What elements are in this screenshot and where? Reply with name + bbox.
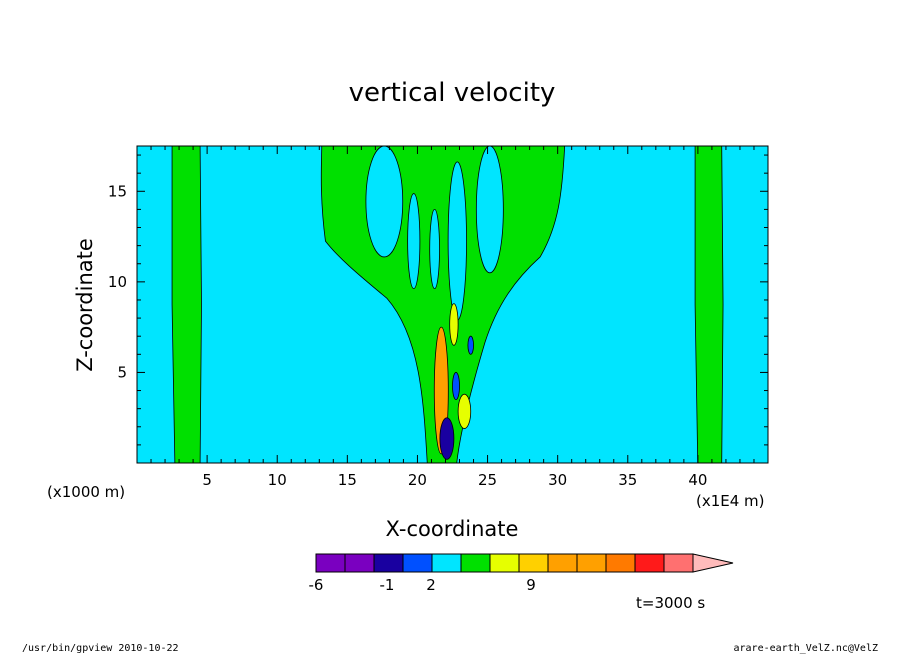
- x-tick-label: 25: [478, 471, 497, 489]
- y-tick-label: 10: [108, 273, 127, 291]
- colorbar-labels: -6 -1 2 9: [309, 576, 536, 594]
- x-scale-note: (x1E4 m): [696, 492, 765, 510]
- colorbar: [315, 553, 734, 573]
- x-tick-label: 30: [548, 471, 567, 489]
- footer-source: arare-earth_VelZ.nc@VelZ: [734, 643, 879, 654]
- plume-inner-lobe: [429, 208, 440, 290]
- colorbar-swatch: [518, 553, 549, 573]
- x-tick-label: 5: [202, 471, 212, 489]
- colorbar-swatch: [692, 553, 734, 573]
- footer-program: /usr/bin/gpview 2010-10-22: [22, 643, 179, 654]
- colorbar-swatch: [634, 553, 665, 573]
- colorbar-tick-label: 2: [426, 576, 436, 594]
- x-tick-label: 20: [408, 471, 427, 489]
- plume-inner-lobe: [365, 146, 404, 258]
- plot-frame: [136, 145, 769, 464]
- time-label: t=3000 s: [636, 594, 705, 612]
- colorbar-swatch: [315, 553, 346, 573]
- contour-fills: [171, 146, 724, 463]
- updraft-cells: [433, 303, 474, 460]
- colorbar-swatch: [344, 553, 375, 573]
- colorbar-swatch: [460, 553, 491, 573]
- axis-ticks: 5 10 15 20 25 30 35 40 5 10 15: [108, 146, 768, 489]
- colorbar-tick-label: -1: [380, 576, 395, 594]
- y-tick-label: 5: [117, 363, 127, 381]
- colorbar-tick-label: -6: [309, 576, 324, 594]
- colorbar-swatch: [605, 553, 636, 573]
- y-tick-label: 15: [108, 182, 127, 200]
- colorbar-swatch: [373, 553, 404, 573]
- upward-band-left: [171, 146, 202, 463]
- x-tick-label: 35: [618, 471, 637, 489]
- colorbar-swatch: [663, 553, 694, 573]
- colorbar-swatch: [489, 553, 520, 573]
- upward-band-right: [694, 146, 724, 463]
- updraft-cell: [457, 393, 472, 429]
- colorbar-swatch: [576, 553, 607, 573]
- updraft-cell: [452, 372, 460, 400]
- x-tick-label: 15: [338, 471, 357, 489]
- updraft-cell: [467, 335, 474, 355]
- chart-title: vertical velocity: [349, 78, 556, 108]
- x-tick-label: 10: [268, 471, 287, 489]
- colorbar-swatch: [547, 553, 578, 573]
- y-axis-label: Z-coordinate: [73, 238, 97, 372]
- updraft-cell: [439, 417, 455, 460]
- plume-inner-lobe: [475, 146, 504, 274]
- x-axis-label: X-coordinate: [386, 517, 519, 541]
- updraft-cell: [449, 303, 459, 346]
- colorbar-swatch: [431, 553, 462, 573]
- plume-inner-lobe: [407, 193, 421, 290]
- colorbar-swatch: [402, 553, 433, 573]
- colorbar-tick-label: 9: [526, 576, 536, 594]
- plume-inner-contours: [365, 146, 504, 321]
- x-tick-label: 40: [688, 471, 707, 489]
- x-unit-note: (x1000 m): [47, 483, 125, 501]
- plot-area: 5 10 15 20 25 30 35 40 5 10 15: [108, 145, 769, 489]
- plume-inner-lobe: [447, 161, 467, 321]
